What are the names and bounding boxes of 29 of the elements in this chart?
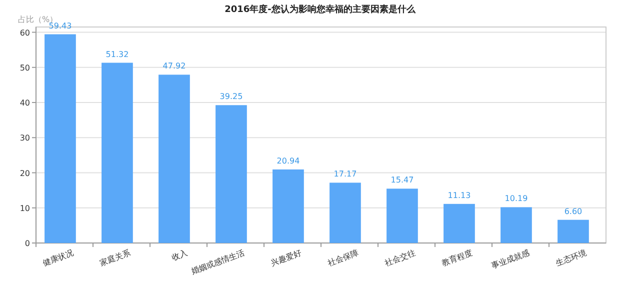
ytick: 50 <box>20 63 30 72</box>
xtick: 兴趣爱好 <box>270 248 303 268</box>
value-label: 59.43 <box>48 21 72 30</box>
value-label: 39.25 <box>220 92 243 102</box>
ytick: 0 <box>24 239 30 248</box>
value-label: 20.94 <box>276 156 300 166</box>
xtick: 教育程度 <box>440 248 474 268</box>
xtick: 事业成就感 <box>490 248 531 271</box>
xtick: 社会交往 <box>384 248 417 268</box>
xtick: 社会保障 <box>326 248 360 268</box>
value-label: 17.17 <box>334 170 357 179</box>
value-label: 6.60 <box>564 206 582 216</box>
ytick: 60 <box>20 28 30 38</box>
value-label: 51.32 <box>106 50 129 59</box>
xtick: 健康状况 <box>42 248 75 268</box>
ytick: 10 <box>20 204 30 213</box>
value-label: 11.13 <box>448 190 471 200</box>
value-label: 15.47 <box>390 176 414 185</box>
value-label: 10.19 <box>504 194 528 204</box>
title: 2016年度-您认为影响您幸福的主要因素是什么 <box>224 5 416 15</box>
value-label: 47.92 <box>162 62 186 71</box>
ytick: 20 <box>20 168 30 178</box>
xtick: 收入 <box>170 248 189 262</box>
xtick: 家庭关系 <box>98 248 132 268</box>
xtick: 生态环境 <box>554 248 588 268</box>
ylabel: 占比（%） <box>18 15 58 24</box>
xtick: 婚姻或感情生活 <box>190 248 246 276</box>
ytick: 30 <box>20 134 30 143</box>
ytick: 40 <box>20 98 30 108</box>
